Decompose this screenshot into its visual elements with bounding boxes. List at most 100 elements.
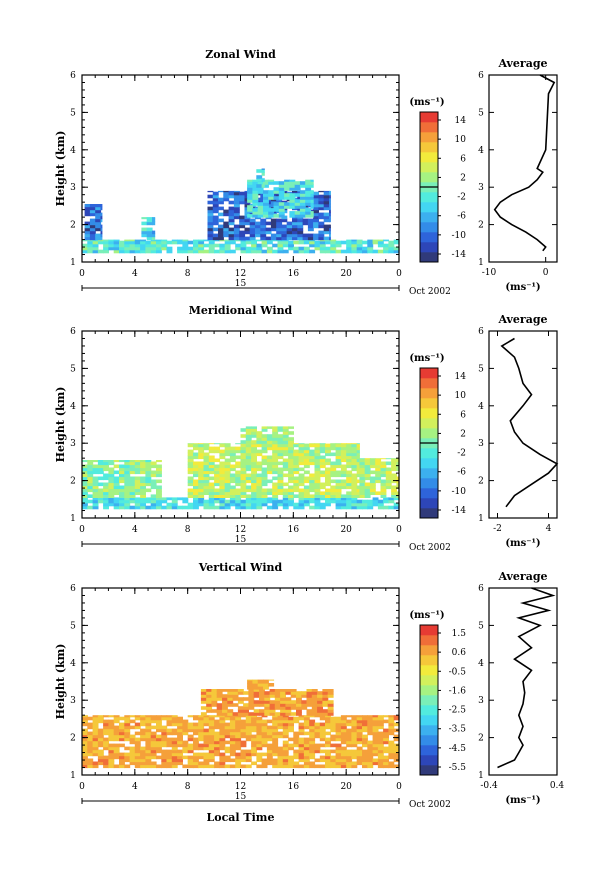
heatmap-cell (171, 743, 178, 748)
heatmap-cell (92, 722, 99, 727)
heatmap-cell (177, 716, 183, 721)
heatmap-cell (309, 443, 316, 448)
heatmap-cell (385, 461, 392, 466)
heatmap-cell (272, 249, 279, 254)
heatmap-cell (233, 203, 240, 208)
heatmap-cell (377, 715, 384, 718)
heatmap-cell (140, 746, 146, 751)
heatmap-cell (198, 488, 205, 493)
heatmap-cell (251, 426, 257, 429)
heatmap-cell (145, 467, 152, 472)
heatmap-cell (264, 697, 271, 701)
heatmap-cell (319, 455, 326, 460)
heatmap-cell (351, 246, 358, 251)
heatmap-cell (303, 755, 310, 760)
heatmap-cell (393, 752, 400, 757)
heatmap-cell (388, 722, 395, 727)
heatmap-cell (187, 470, 194, 475)
heatmap-cell (134, 743, 141, 748)
heatmap-cell (322, 697, 329, 701)
heatmap-cell (325, 740, 331, 745)
heatmap-cell (113, 246, 120, 251)
heatmap-cell (272, 743, 279, 748)
heatmap-cell (229, 758, 236, 763)
heatmap-cell (161, 731, 168, 736)
heatmap-cell (208, 715, 215, 718)
heatmap-cell (325, 249, 331, 254)
heatmap-cell (356, 725, 363, 730)
heatmap-cell (219, 746, 226, 751)
heatmap-cell (182, 246, 189, 251)
heatmap-cell (103, 497, 109, 501)
heatmap-cell (290, 700, 297, 704)
heatmap-cell (203, 728, 210, 733)
heatmap-cell (228, 221, 235, 226)
heatmap-cell (92, 719, 99, 724)
heatmap-cell (261, 761, 268, 766)
avg-y-tick-label: 4 (478, 402, 484, 412)
heatmap-cell (129, 749, 136, 754)
heatmap-cell (303, 758, 310, 763)
heatmap-cell (156, 460, 162, 463)
heatmap-cell (375, 467, 382, 472)
heatmap-cell (282, 497, 289, 501)
heatmap-cell (285, 697, 292, 701)
heatmap-cell (282, 239, 289, 242)
heatmap-cell (383, 715, 389, 718)
heatmap-cell (233, 200, 240, 205)
heatmap-cell (346, 485, 353, 490)
heatmap-cell (288, 491, 294, 495)
heatmap-cell (362, 246, 368, 251)
heatmap-cell (323, 224, 330, 229)
heatmap-cell (129, 752, 136, 757)
heatmap-cell (380, 473, 387, 478)
heatmap-cell (256, 243, 263, 248)
heatmap-cell (177, 743, 183, 748)
heatmap-cell (351, 482, 358, 487)
heatmap-cell (239, 236, 246, 241)
heatmap-cell (228, 212, 235, 217)
heatmap-cell (288, 449, 294, 454)
heatmap-cell (177, 505, 183, 510)
heatmap-cell (113, 243, 120, 248)
heatmap-cell (277, 461, 284, 466)
heatmap-cell (362, 764, 368, 769)
heatmap-cell (286, 224, 293, 229)
heatmap-cell (103, 482, 109, 487)
heatmap-cell (318, 215, 325, 220)
heatmap-cell (249, 236, 256, 241)
heatmap-cell (289, 214, 296, 218)
heatmap-cell (367, 239, 374, 242)
colorbar-segment (420, 478, 438, 489)
heatmap-cell (346, 734, 353, 739)
y-tick-label: 2 (70, 477, 76, 487)
heatmap-cell (216, 703, 223, 707)
heatmap-cell (277, 719, 284, 724)
heatmap-cell (239, 230, 246, 235)
heatmap-cell (108, 755, 115, 760)
heatmap-cell (396, 494, 400, 498)
average-frame (488, 330, 558, 519)
heatmap-cell (277, 434, 284, 438)
heatmap-cell (268, 193, 275, 197)
heatmap-cell (161, 734, 168, 739)
heatmap-cell (298, 731, 305, 736)
heatmap-cell (278, 205, 285, 209)
heatmap-cell (223, 194, 230, 199)
heatmap-cell (266, 746, 273, 751)
heatmap-cell (314, 446, 321, 451)
heatmap-cell (113, 749, 120, 754)
heatmap-cell (307, 233, 314, 238)
heatmap-cell (362, 758, 368, 763)
heatmap-cell (82, 505, 88, 510)
heatmap-cell (346, 470, 353, 475)
heatmap-cell (224, 482, 231, 487)
heatmap-cell (377, 749, 384, 754)
heatmap-cell (272, 243, 279, 248)
heatmap-cell (296, 712, 302, 716)
heatmap-cell (314, 482, 321, 487)
heatmap-cell (309, 482, 316, 487)
heatmap-cell (198, 455, 205, 460)
heatmap-cell (200, 700, 207, 704)
x-tick-label: 0 (79, 525, 85, 535)
